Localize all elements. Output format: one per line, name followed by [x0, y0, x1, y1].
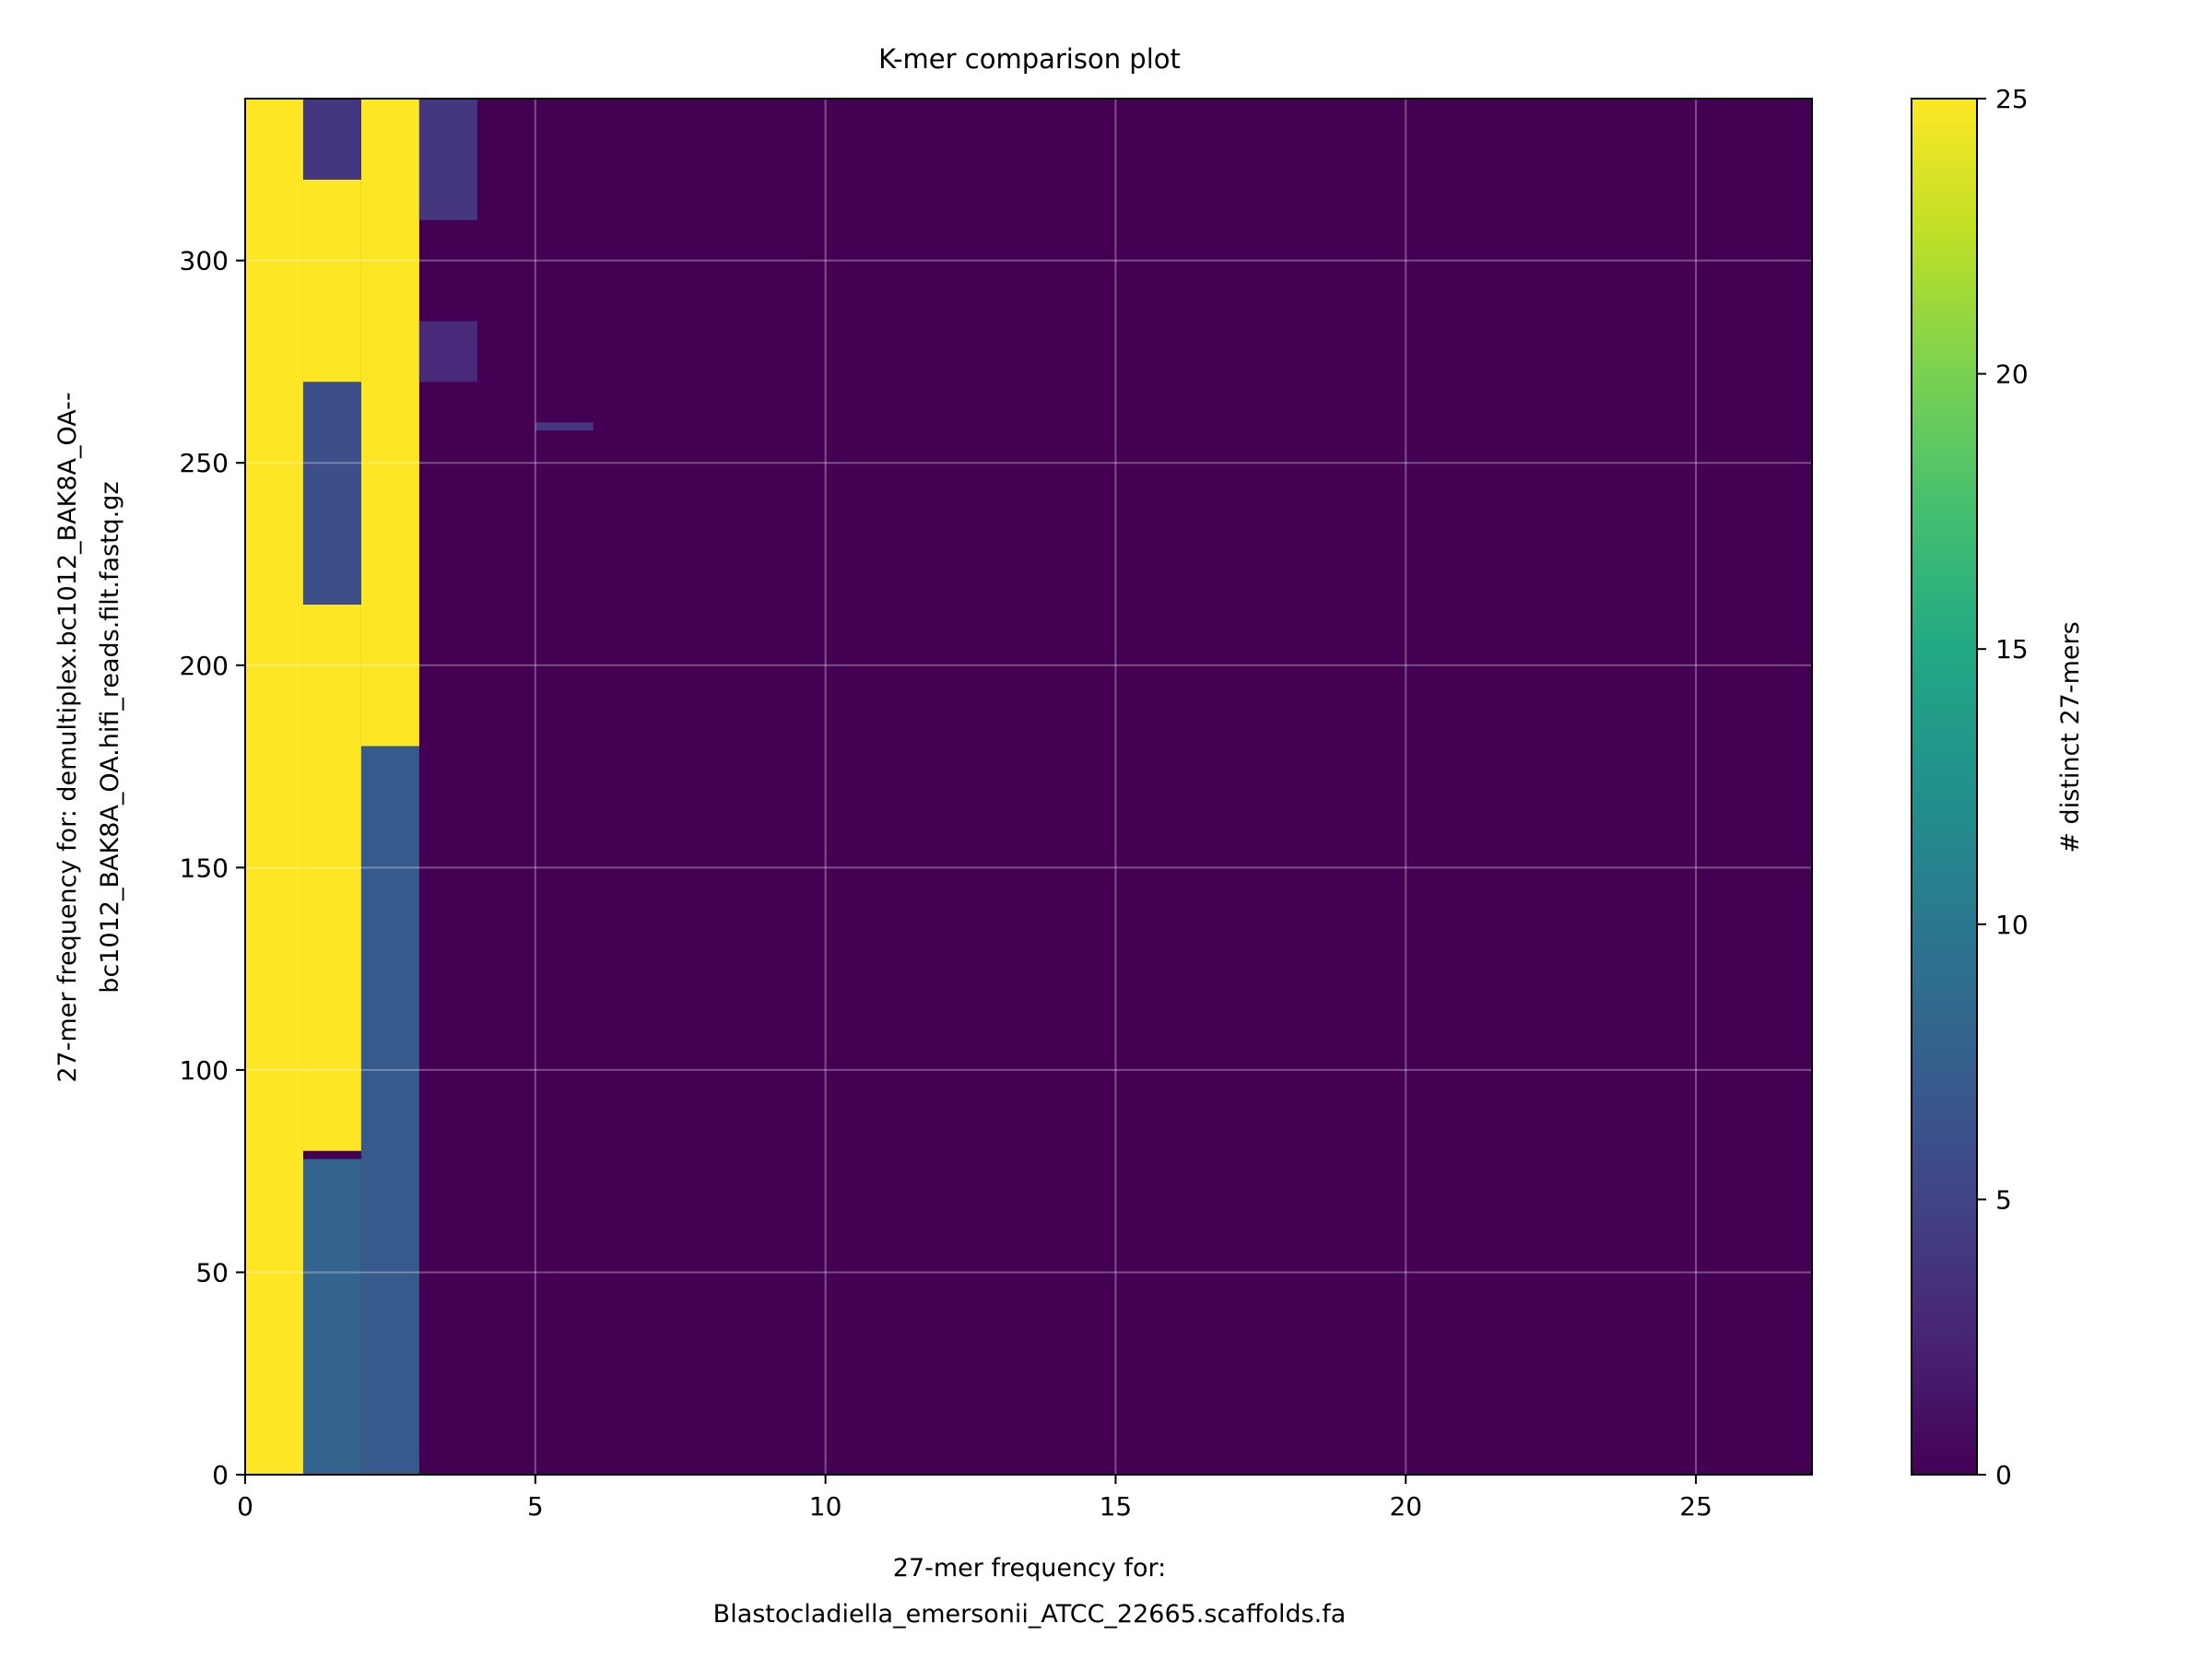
heatmap-cell-0 — [245, 99, 303, 1475]
colorbar-gradient — [1911, 98, 1978, 1476]
heatmap-cell-6 — [302, 99, 361, 180]
y-tick-label-1: 50 — [195, 1257, 229, 1288]
y-axis-label-line-2: bc1012_BAK8A_OA.hifi_reads.filt.fastq.gz — [96, 481, 124, 993]
colorbar-tick-label-0: 0 — [1995, 1460, 2012, 1490]
x-tick-label-3: 15 — [1100, 1491, 1133, 1522]
x-tick-label-2: 10 — [809, 1491, 842, 1522]
x-axis-label-line-2: Blastocladiella_emersonii_ATCC_22665.sca… — [713, 1600, 1347, 1629]
x-axis-ticks: 0 5 10 15 20 25 — [237, 1475, 1712, 1522]
y-axis-label-line-1: 27-mer frequency for: demultiplex.bc1012… — [53, 392, 82, 1082]
heatmap-cell-3 — [360, 99, 419, 747]
heatmap-cell-2 — [302, 179, 361, 382]
colorbar-label: # distinct 27-mers — [2056, 621, 2085, 853]
colorbar-tick-label-5: 25 — [1995, 84, 2029, 114]
y-tick-label-0: 0 — [212, 1460, 229, 1490]
heatmap-cell-9 — [418, 321, 477, 382]
x-tick-label-4: 20 — [1389, 1491, 1422, 1522]
y-tick-label-4: 200 — [180, 651, 229, 681]
grid-lines — [245, 99, 1812, 1475]
heatmap-cell-7 — [360, 746, 419, 1475]
colorbar-tick-label-4: 20 — [1995, 359, 2029, 390]
y-tick-label-6: 300 — [180, 246, 229, 276]
colorbar-tick-label-2: 10 — [1995, 910, 2029, 940]
x-tick-label-0: 0 — [237, 1491, 253, 1522]
heatmap-cell-10 — [535, 422, 594, 431]
y-axis-ticks: 0 50 100 150 200 250 300 — [180, 246, 245, 1490]
x-tick-label-1: 5 — [527, 1491, 544, 1522]
y-tick-label-5: 250 — [180, 448, 229, 478]
heatmap-cell-4 — [302, 1159, 361, 1475]
heatmap-cell-8 — [418, 99, 477, 220]
heatmap-cell-5 — [302, 382, 361, 605]
plot-background — [245, 99, 1812, 1475]
colorbar-tick-label-1: 5 — [1995, 1184, 2012, 1215]
plot-area — [244, 98, 1813, 1476]
y-tick-label-3: 150 — [180, 853, 229, 883]
colorbar-ticks: 0 5 10 15 20 25 — [1977, 84, 2029, 1490]
heatmap-cell-1 — [302, 604, 361, 1151]
x-tick-label-5: 25 — [1679, 1491, 1712, 1522]
chart-title: K-mer comparison plot — [878, 43, 1181, 75]
y-tick-label-2: 100 — [180, 1055, 229, 1086]
colorbar-tick-label-3: 15 — [1995, 634, 2029, 665]
x-axis-label-line-1: 27-mer frequency for: — [893, 1554, 1166, 1583]
colorbar: 0 5 10 15 20 25 # distinct 27-mers — [1911, 84, 2085, 1490]
plot-frame — [244, 98, 1813, 1476]
heatmap-cells — [245, 99, 594, 1475]
